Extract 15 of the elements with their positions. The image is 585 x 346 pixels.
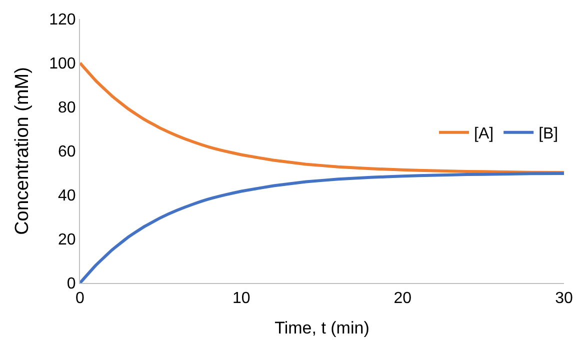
y-axis-title: Concentration (mM) xyxy=(12,67,33,235)
y-tick-label: 0 xyxy=(66,276,76,293)
y-tick-label: 60 xyxy=(58,144,76,161)
x-tick-label: 10 xyxy=(232,290,250,308)
x-axis-title: Time, t (min) xyxy=(274,318,370,338)
legend-label: [B] xyxy=(538,126,558,143)
y-tick-label: 80 xyxy=(58,100,76,117)
x-tick-label: 20 xyxy=(394,290,412,308)
legend-label: [A] xyxy=(474,126,494,143)
y-tick-label: 20 xyxy=(58,232,76,249)
y-tick-label: 40 xyxy=(58,188,76,205)
y-tick-label: 120 xyxy=(49,12,76,29)
y-tick-label: 100 xyxy=(49,56,76,73)
line-series xyxy=(80,62,564,174)
x-tick-label: 30 xyxy=(555,290,573,308)
